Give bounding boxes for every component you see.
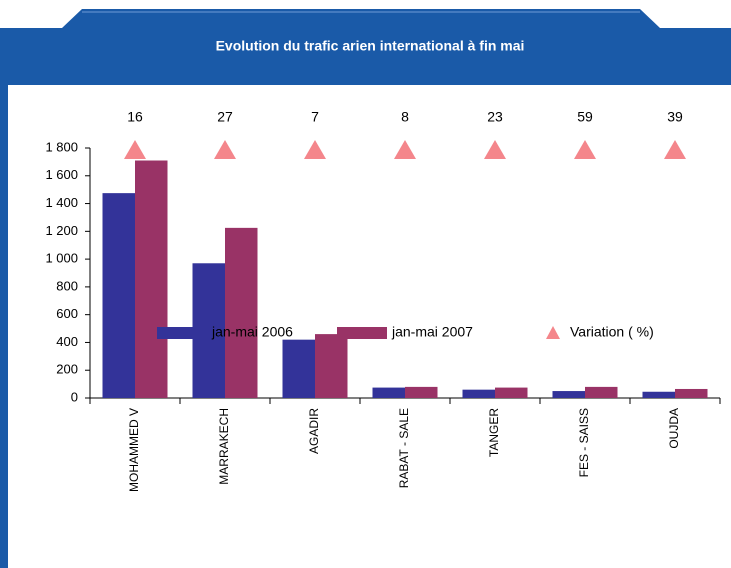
- x-tick-label: AGADIR: [307, 408, 321, 454]
- legend-label: jan-mai 2006: [211, 324, 293, 340]
- y-tick-label: 800: [56, 278, 78, 293]
- x-tick-label: MOHAMMED V: [127, 408, 141, 492]
- bar: [372, 387, 405, 398]
- variation-label: 59: [577, 109, 593, 125]
- y-tick-label: 0: [71, 389, 78, 404]
- bar: [462, 389, 495, 398]
- y-tick-label: 600: [56, 306, 78, 321]
- variation-marker: [664, 140, 686, 159]
- y-tick-label: 1 600: [45, 167, 78, 182]
- x-tick-label: TANGER: [487, 408, 501, 457]
- bar: [495, 387, 528, 398]
- x-tick-label: OUJDA: [667, 408, 681, 449]
- y-tick-label: 1 200: [45, 223, 78, 238]
- y-tick-label: 1 400: [45, 195, 78, 210]
- bar: [135, 160, 168, 398]
- variation-marker: [304, 140, 326, 159]
- bar: [225, 227, 258, 398]
- x-tick-label: RABAT - SALE: [397, 408, 411, 488]
- frame-border: [0, 28, 8, 568]
- variation-label: 16: [127, 109, 143, 125]
- legend-label: Variation ( %): [570, 324, 654, 340]
- chart-title: Evolution du trafic arien international …: [216, 38, 525, 54]
- bar: [282, 339, 315, 398]
- header-band: [0, 9, 731, 85]
- variation-label: 39: [667, 109, 683, 125]
- bar: [585, 386, 618, 398]
- bar: [675, 388, 708, 398]
- bar: [102, 193, 135, 398]
- y-tick-label: 400: [56, 334, 78, 349]
- legend-label: jan-mai 2007: [391, 324, 473, 340]
- y-tick-label: 200: [56, 362, 78, 377]
- variation-marker: [214, 140, 236, 159]
- bar: [405, 386, 438, 398]
- legend-marker: [546, 326, 560, 339]
- x-tick-label: FES - SAISS: [577, 408, 591, 477]
- bar: [642, 391, 675, 398]
- variation-marker: [124, 140, 146, 159]
- variation-marker: [394, 140, 416, 159]
- variation-marker: [484, 140, 506, 159]
- variation-label: 27: [217, 109, 233, 125]
- legend-swatch: [157, 327, 207, 339]
- bar: [552, 391, 585, 398]
- variation-label: 23: [487, 109, 503, 125]
- variation-label: 8: [401, 109, 409, 125]
- x-tick-label: MARRAKECH: [217, 408, 231, 485]
- y-tick-label: 1 000: [45, 251, 78, 266]
- legend-swatch: [337, 327, 387, 339]
- y-tick-label: 1 800: [45, 139, 78, 154]
- bar: [315, 334, 348, 398]
- variation-label: 7: [311, 109, 319, 125]
- variation-marker: [574, 140, 596, 159]
